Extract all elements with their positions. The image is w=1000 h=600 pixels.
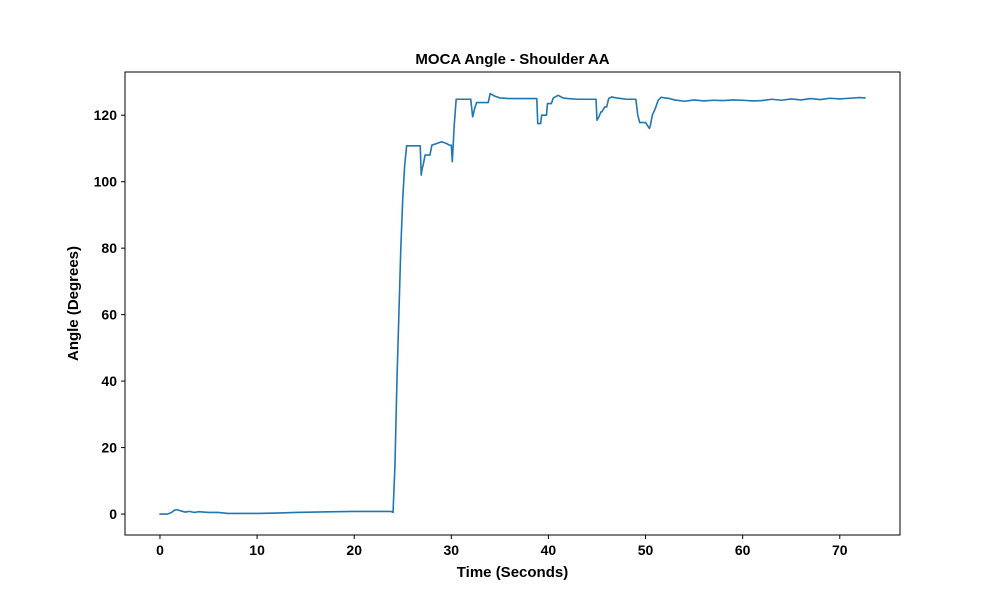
x-tick-label-60: 60 bbox=[735, 542, 751, 558]
y-axis: 0 20 40 60 80 100 120 bbox=[94, 107, 125, 522]
x-tick-label-30: 30 bbox=[444, 542, 460, 558]
x-tick-label-40: 40 bbox=[541, 542, 557, 558]
y-tick-label-0: 0 bbox=[109, 506, 117, 522]
y-axis-label: Angle (Degrees) bbox=[65, 246, 82, 361]
x-tick-label-20: 20 bbox=[346, 542, 362, 558]
plot-area bbox=[159, 92, 866, 515]
plot-frame bbox=[124, 71, 901, 536]
series-line-1 bbox=[159, 92, 866, 515]
x-axis: 0 10 20 30 40 50 60 70 bbox=[156, 535, 848, 558]
y-tick-label-100: 100 bbox=[94, 174, 118, 190]
x-tick-label-0: 0 bbox=[156, 542, 164, 558]
x-tick-label-10: 10 bbox=[249, 542, 265, 558]
x-axis-label: Time (Seconds) bbox=[457, 564, 568, 581]
y-tick-label-20: 20 bbox=[101, 440, 117, 456]
chart-title: MOCA Angle - Shoulder AA bbox=[415, 51, 609, 68]
y-tick-label-80: 80 bbox=[101, 240, 117, 256]
y-tick-label-120: 120 bbox=[94, 107, 118, 123]
x-tick-label-50: 50 bbox=[638, 542, 654, 558]
y-tick-label-60: 60 bbox=[101, 307, 117, 323]
x-tick-label-70: 70 bbox=[832, 542, 848, 558]
y-tick-label-40: 40 bbox=[101, 373, 117, 389]
